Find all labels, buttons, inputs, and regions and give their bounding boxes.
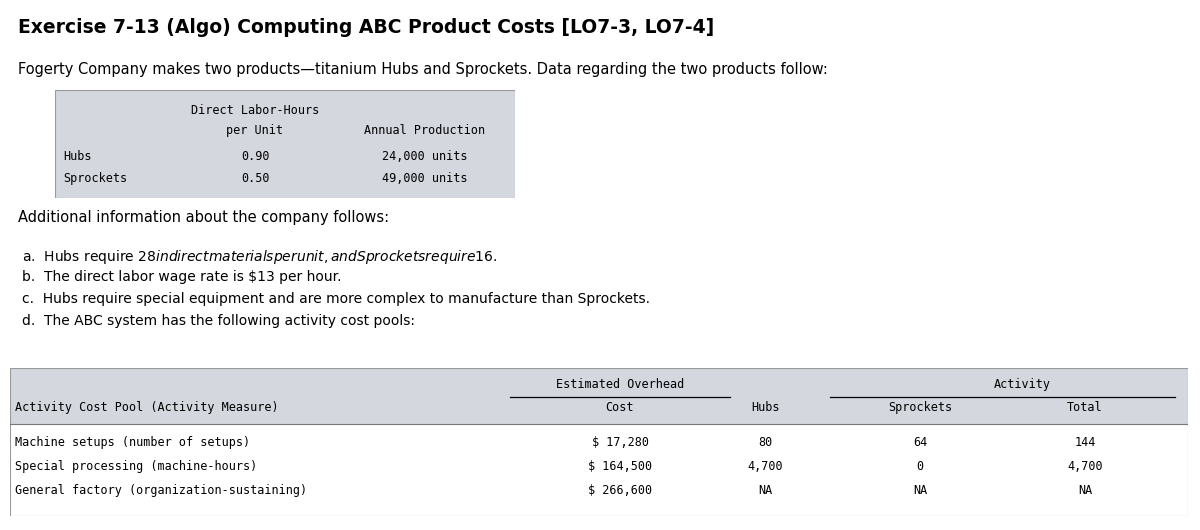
Text: NA: NA [913, 484, 928, 497]
Text: Machine setups (number of setups): Machine setups (number of setups) [14, 436, 250, 449]
Text: c.  Hubs require special equipment and are more complex to manufacture than Spro: c. Hubs require special equipment and ar… [22, 292, 650, 306]
Text: 144: 144 [1074, 436, 1096, 449]
Text: Sprockets: Sprockets [62, 172, 127, 185]
Text: Fogerty Company makes two products—titanium Hubs and Sprockets. Data regarding t: Fogerty Company makes two products—titan… [18, 62, 828, 77]
Text: 0.50: 0.50 [241, 172, 269, 185]
Text: NA: NA [1078, 484, 1092, 497]
Text: 4,700: 4,700 [1067, 460, 1103, 473]
Text: Total: Total [1067, 401, 1103, 414]
Text: 24,000 units: 24,000 units [383, 150, 468, 163]
Text: d.  The ABC system has the following activity cost pools:: d. The ABC system has the following acti… [22, 314, 415, 328]
FancyBboxPatch shape [10, 424, 1188, 516]
FancyBboxPatch shape [55, 144, 515, 198]
FancyBboxPatch shape [55, 90, 515, 144]
Text: Activity: Activity [994, 378, 1051, 391]
Text: Estimated Overhead: Estimated Overhead [556, 378, 684, 391]
Text: General factory (organization-sustaining): General factory (organization-sustaining… [14, 484, 307, 497]
Text: Activity Cost Pool (Activity Measure): Activity Cost Pool (Activity Measure) [14, 401, 278, 414]
Text: 64: 64 [913, 436, 928, 449]
Text: a.  Hubs require $28 in direct materials per unit, and Sprockets require $16.: a. Hubs require $28 in direct materials … [22, 248, 498, 266]
Text: $ 164,500: $ 164,500 [588, 460, 652, 473]
Text: NA: NA [758, 484, 772, 497]
Text: Hubs: Hubs [751, 401, 779, 414]
Text: per Unit: per Unit [227, 124, 283, 137]
FancyBboxPatch shape [10, 368, 1188, 424]
Text: Sprockets: Sprockets [888, 401, 952, 414]
Text: 49,000 units: 49,000 units [383, 172, 468, 185]
Text: 0.90: 0.90 [241, 150, 269, 163]
FancyBboxPatch shape [55, 90, 515, 198]
Text: Additional information about the company follows:: Additional information about the company… [18, 210, 389, 225]
Text: Direct Labor-Hours: Direct Labor-Hours [191, 104, 319, 117]
Text: 4,700: 4,700 [748, 460, 782, 473]
Text: $ 17,280: $ 17,280 [592, 436, 648, 449]
Text: 0: 0 [917, 460, 924, 473]
Text: Exercise 7-13 (Algo) Computing ABC Product Costs [LO7-3, LO7-4]: Exercise 7-13 (Algo) Computing ABC Produ… [18, 18, 714, 37]
Text: Cost: Cost [606, 401, 635, 414]
Text: 80: 80 [758, 436, 772, 449]
Text: Annual Production: Annual Production [365, 124, 486, 137]
Text: b.  The direct labor wage rate is $13 per hour.: b. The direct labor wage rate is $13 per… [22, 270, 342, 284]
Text: Hubs: Hubs [62, 150, 91, 163]
Text: Special processing (machine-hours): Special processing (machine-hours) [14, 460, 257, 473]
Text: $ 266,600: $ 266,600 [588, 484, 652, 497]
